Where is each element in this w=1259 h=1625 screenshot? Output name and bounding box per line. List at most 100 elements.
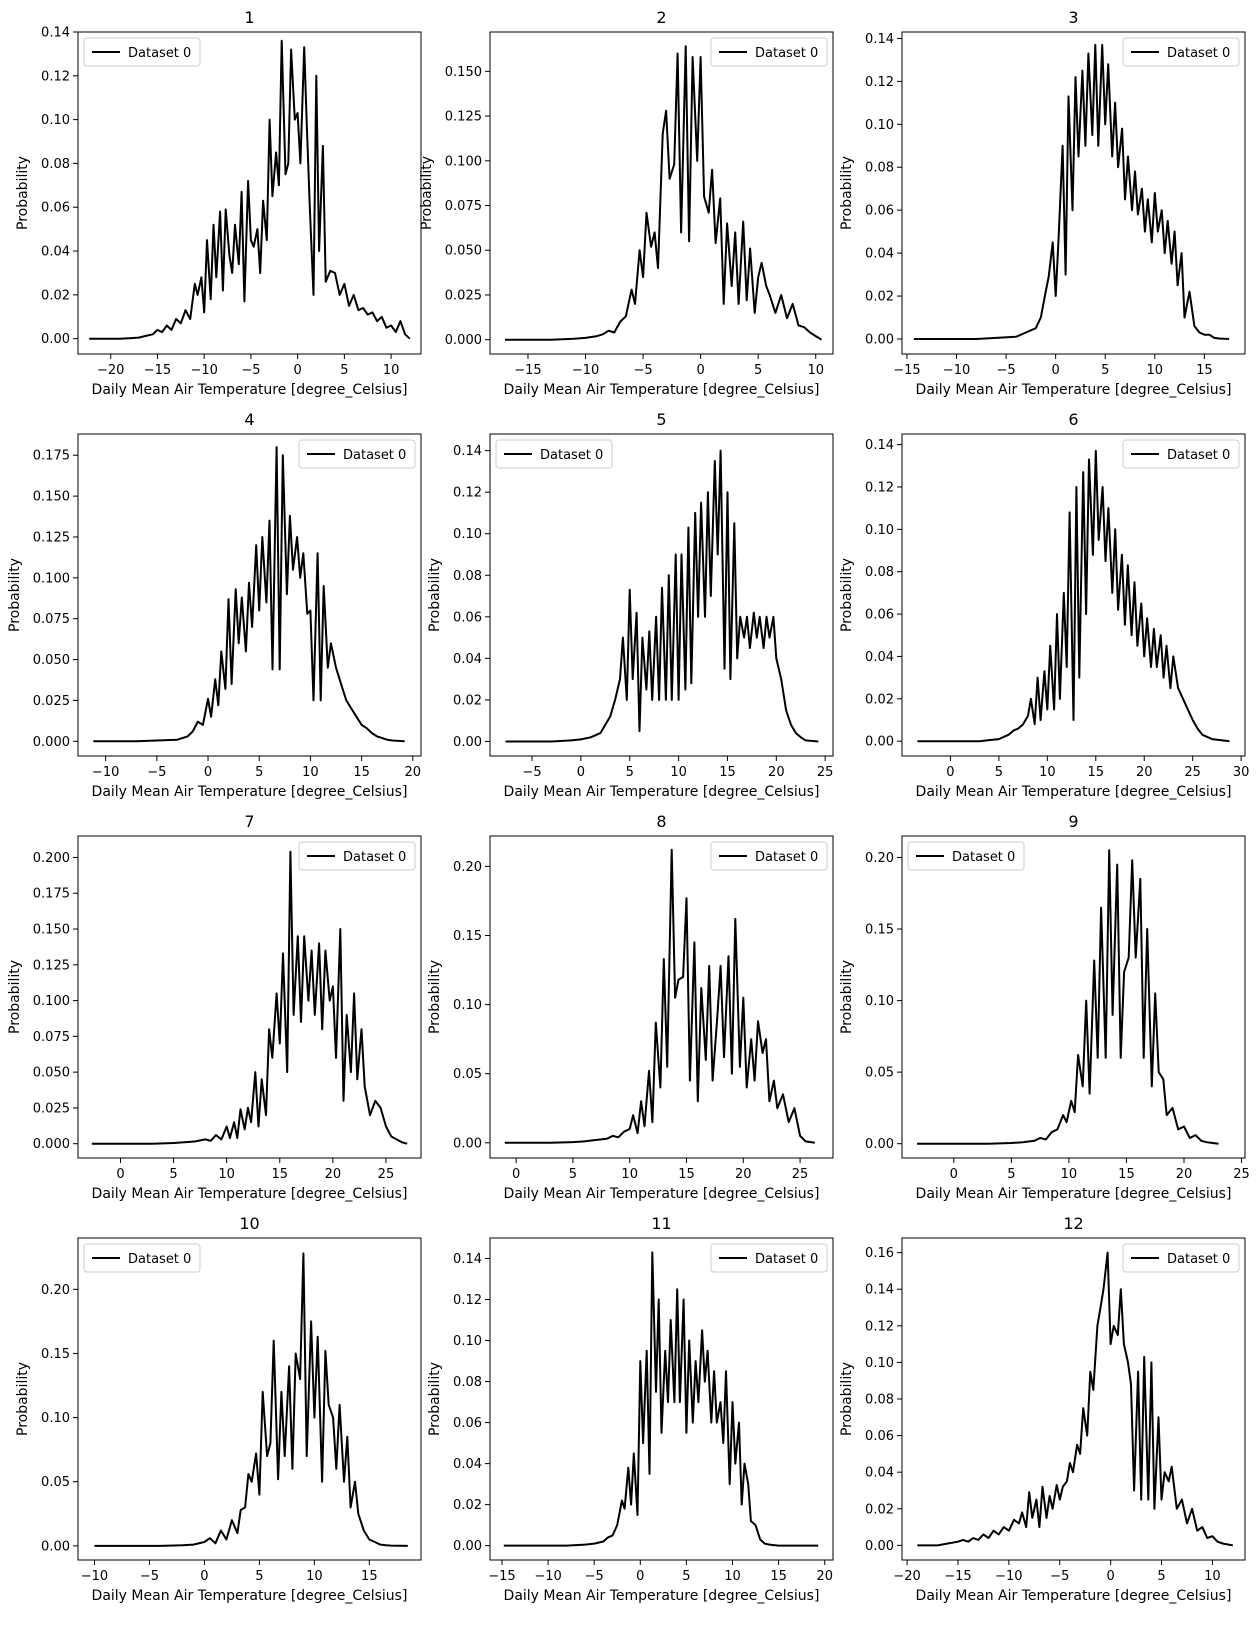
y-tick-label: 0.06 [865,204,894,219]
y-tick-label: 0.025 [445,288,482,303]
legend-box [1122,1243,1240,1273]
legend-box [298,439,416,469]
y-tick-label: 0.05 [453,1067,482,1082]
x-tick-label: −10 [995,1569,1022,1584]
subplot-11: 11 −15 −10 −5 0 5 10 15 20 0.00 0.02 0.04 0.06 0.08 0.… [427,1214,834,1604]
y-tick-label: 0.200 [33,851,70,866]
x-tick-label: 10 [1039,765,1056,780]
y-axis-label: Probability [15,1362,31,1436]
series-line [917,1251,1233,1547]
subplot-title: 8 [656,812,666,831]
y-tick-label: 0.000 [33,1137,70,1152]
y-tick-label: 0.14 [865,32,894,47]
legend: Dataset 0 [1122,439,1240,469]
y-tick-label: 0.050 [33,653,70,668]
series-line [93,446,405,743]
y-tick-label: 0.06 [453,610,482,625]
y-tick-label: 0.14 [453,1252,482,1267]
subplot-title: 2 [656,8,666,27]
x-tick-label: 5 [1157,1569,1165,1584]
x-axis-label: Daily Mean Air Temperature [degree_Celsi… [92,784,408,800]
y-tick-label: 0.10 [41,1411,70,1426]
x-tick-label: −10 [81,1569,108,1584]
y-tick-label: 0.15 [453,929,482,944]
x-axis-label: Daily Mean Air Temperature [degree_Celsi… [916,1186,1232,1202]
y-tick-label: 0.20 [41,1283,70,1298]
plot-frame [77,1237,422,1561]
series-line [94,1252,408,1547]
plot-frame [77,835,422,1159]
x-tick-label: −10 [92,765,119,780]
x-tick-label: −15 [144,363,171,378]
legend-label: Dataset 0 [1167,1252,1230,1267]
x-tick-label: −5 [147,765,166,780]
y-axis-label: Probability [839,960,855,1034]
subplot-title: 1 [244,8,254,27]
y-tick-label: 0.08 [865,161,894,176]
y-tick-label: 0.075 [33,612,70,627]
y-tick-label: 0.075 [33,1030,70,1045]
x-tick-label: −5 [140,1569,159,1584]
y-axis-label: Probability [839,156,855,230]
plot-frame [901,835,1246,1159]
legend-box [710,37,828,67]
y-tick-label: 0.100 [445,154,482,169]
y-tick-label: 0.20 [865,851,894,866]
x-tick-label: 0 [636,1569,644,1584]
x-axis-label: Daily Mean Air Temperature [degree_Celsi… [916,1588,1232,1604]
x-axis-label: Daily Mean Air Temperature [degree_Celsi… [92,1186,408,1202]
x-tick-label: 0 [293,363,301,378]
x-tick-label: 0 [116,1167,124,1182]
series-line [505,449,819,743]
plot-frame [489,31,834,355]
y-tick-label: 0.02 [865,692,894,707]
subplot-title: 3 [1068,8,1078,27]
y-tick-label: 0.04 [865,650,894,665]
x-tick-label: −15 [488,1569,515,1584]
subplot-2: 2 −15 −10 −5 0 5 10 0.000 0.025 0.050 0.075 0.100 0.… [419,8,834,398]
x-tick-label: −20 [893,1569,920,1584]
x-tick-label: 15 [361,1569,378,1584]
x-axis-label: Daily Mean Air Temperature [degree_Celsi… [504,784,820,800]
x-tick-label: 20 [768,765,785,780]
y-tick-label: 0.125 [33,958,70,973]
y-tick-label: 0.05 [865,1066,894,1081]
x-tick-label: −15 [514,363,541,378]
y-tick-label: 0.125 [445,110,482,125]
x-tick-label: 20 [1176,1167,1193,1182]
x-axis-label: Daily Mean Air Temperature [degree_Celsi… [504,1588,820,1604]
subplot-9: 9 0 5 10 15 20 25 0.00 0.05 0.10 0.15 0.20 Daily Mea… [839,812,1250,1202]
subplot-8: 8 0 5 10 15 20 25 0.00 0.05 0.10 0.15 0.20 Daily Mea… [427,812,834,1202]
x-tick-label: −10 [943,363,970,378]
y-tick-label: 0.15 [41,1347,70,1362]
plot-frame [489,835,834,1159]
y-tick-label: 0.12 [865,1319,894,1334]
x-tick-label: 10 [1204,1569,1221,1584]
x-tick-label: 10 [1147,363,1164,378]
x-tick-label: 10 [1061,1167,1078,1182]
plot-frame [77,31,422,355]
x-tick-label: 0 [200,1569,208,1584]
y-tick-label: 0.00 [865,1137,894,1152]
x-tick-label: 5 [169,1167,177,1182]
legend-label: Dataset 0 [343,448,406,463]
y-tick-label: 0.02 [453,693,482,708]
x-tick-label: 15 [719,765,736,780]
plot-frame [901,31,1246,355]
y-tick-label: 0.00 [453,1136,482,1151]
y-tick-label: 0.02 [865,290,894,305]
x-tick-label: 10 [218,1167,235,1182]
x-axis-label: Daily Mean Air Temperature [degree_Celsi… [92,382,408,398]
y-tick-label: 0.150 [33,923,70,938]
y-tick-label: 0.12 [453,1293,482,1308]
y-tick-label: 0.00 [41,1539,70,1554]
y-tick-label: 0.08 [865,565,894,580]
x-tick-label: 15 [678,1167,695,1182]
y-tick-label: 0.04 [41,245,70,260]
plot-frame [77,433,422,757]
x-tick-label: 0 [1107,1569,1115,1584]
y-tick-label: 0.050 [445,244,482,259]
subplot-title: 11 [651,1214,671,1233]
x-tick-label: 10 [724,1569,741,1584]
y-tick-label: 0.00 [865,332,894,347]
